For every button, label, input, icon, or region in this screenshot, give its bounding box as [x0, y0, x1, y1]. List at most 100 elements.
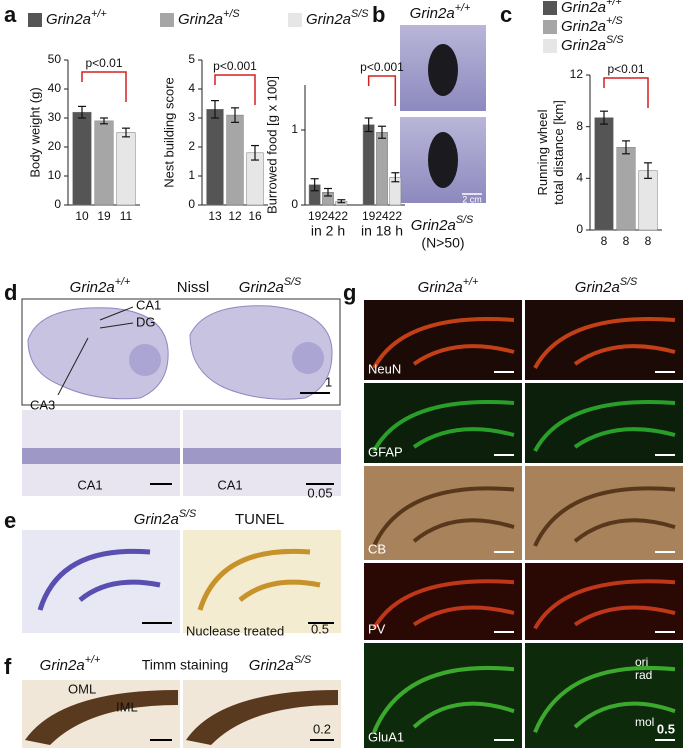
group-label: in 2 h	[311, 223, 345, 239]
micrograph	[364, 300, 522, 380]
mossy-fibers	[186, 690, 338, 745]
bar	[594, 117, 614, 231]
legend-swatch	[288, 13, 302, 27]
genotype-label: Grin2a+/+	[46, 8, 107, 28]
note: (N>50)	[421, 235, 464, 251]
allele: +/+	[115, 276, 131, 288]
mossy-fibers	[25, 690, 178, 745]
significance-bracket	[214, 74, 256, 105]
allele: S/S	[456, 214, 474, 226]
stain-label: PV	[368, 621, 386, 636]
bar	[72, 111, 92, 206]
hippocampus	[37, 548, 161, 611]
micrograph	[525, 643, 683, 748]
legend-swatch	[543, 1, 557, 15]
allele: +/S	[606, 15, 623, 27]
x-tick-label: 10	[75, 209, 89, 223]
stain-label: TUNEL	[235, 511, 284, 528]
hippocampus	[533, 665, 676, 734]
panel-label: d	[4, 280, 17, 305]
genotype-label: Grin2aS/S	[575, 276, 638, 296]
y-tick-label: 1	[291, 122, 298, 136]
x-tick-label: 16	[248, 209, 262, 223]
gene: Grin2a	[178, 11, 223, 28]
hippocampus	[197, 548, 321, 611]
cerebellum	[129, 344, 161, 376]
significance-bracket	[367, 75, 397, 106]
pointer	[99, 322, 134, 329]
bar	[226, 114, 244, 206]
region-label: DG	[136, 314, 156, 329]
stain-label: Timm staining	[142, 657, 229, 673]
x-tick-label: 24	[375, 209, 389, 223]
y-tick-label: 20	[48, 139, 62, 153]
x-tick-label: 19	[308, 209, 322, 223]
x-tick-label: 13	[208, 209, 222, 223]
genotype-label: Grin2a+/S	[561, 15, 623, 35]
x-tick-label: 19	[97, 209, 111, 223]
y-tick-label: 0	[54, 197, 61, 211]
hippocampus	[372, 665, 515, 734]
p-value: p<0.001	[213, 59, 257, 73]
micrograph	[364, 643, 522, 748]
allele: S/S	[179, 508, 197, 520]
bar	[616, 147, 636, 231]
panel-label: a	[4, 2, 17, 27]
genotype-label: Grin2a+/+	[418, 276, 479, 296]
allele: S/S	[620, 276, 638, 288]
gene: Grin2a	[239, 279, 284, 296]
hippocampus	[533, 579, 676, 630]
hippocampus	[533, 400, 676, 452]
gene: Grin2a	[134, 511, 179, 528]
gene: Grin2a	[410, 5, 455, 22]
scale-label: 0.5	[311, 621, 329, 636]
genotype-label: Grin2aS/S	[134, 508, 197, 528]
significance-bracket	[81, 71, 127, 102]
scale-label: 0.5	[657, 721, 675, 736]
scale-label: 2 cm	[462, 194, 482, 204]
bar	[206, 109, 224, 206]
allele: S/S	[294, 654, 312, 666]
layer-label: mol	[635, 715, 654, 729]
bar	[94, 120, 114, 206]
genotype-label: Grin2aS/S	[561, 34, 624, 54]
scale-label: 0.05	[307, 485, 332, 500]
x-tick-label: 22	[389, 209, 403, 223]
y-tick-label: 30	[48, 110, 62, 124]
gene: Grin2a	[561, 37, 606, 54]
allele: S/S	[606, 34, 624, 46]
allele: +/+	[91, 8, 107, 20]
brain-section	[27, 307, 169, 400]
region-label: CA1	[217, 477, 242, 492]
allele: +/+	[463, 276, 479, 288]
genotype-label: Grin2aS/S	[306, 8, 369, 28]
cerebellum	[292, 342, 324, 374]
gene: Grin2a	[46, 11, 91, 28]
significance-bracket	[603, 77, 649, 108]
pointer	[57, 337, 89, 396]
x-tick-label: 8	[623, 234, 630, 248]
micrograph	[525, 563, 683, 640]
y-tick-label: 12	[570, 67, 584, 81]
y-tick-label: 4	[188, 81, 195, 95]
y-tick-label: 5	[188, 52, 195, 66]
y-tick-label: 1	[188, 168, 195, 182]
stain-label: GFAP	[368, 444, 403, 459]
mouse	[428, 132, 458, 188]
genotype-label: Grin2aS/S	[411, 214, 474, 234]
micrograph	[525, 300, 683, 380]
allele: +/S	[223, 8, 240, 20]
gene: Grin2a	[418, 279, 463, 296]
layer-label: OML	[68, 681, 96, 696]
genotype-label: Grin2a+/+	[40, 654, 101, 674]
group-label: in 18 h	[361, 223, 403, 239]
hippocampus	[372, 579, 515, 630]
y-axis-label: Body weight (g)	[27, 87, 42, 177]
p-value: p<0.01	[607, 62, 644, 76]
micrograph	[525, 383, 683, 463]
x-tick-label: 24	[321, 209, 335, 223]
cell-layer	[22, 448, 180, 464]
gene: Grin2a	[561, 0, 606, 16]
y-tick-label: 0	[576, 222, 583, 236]
genotype-label: Grin2a+/+	[70, 276, 131, 296]
